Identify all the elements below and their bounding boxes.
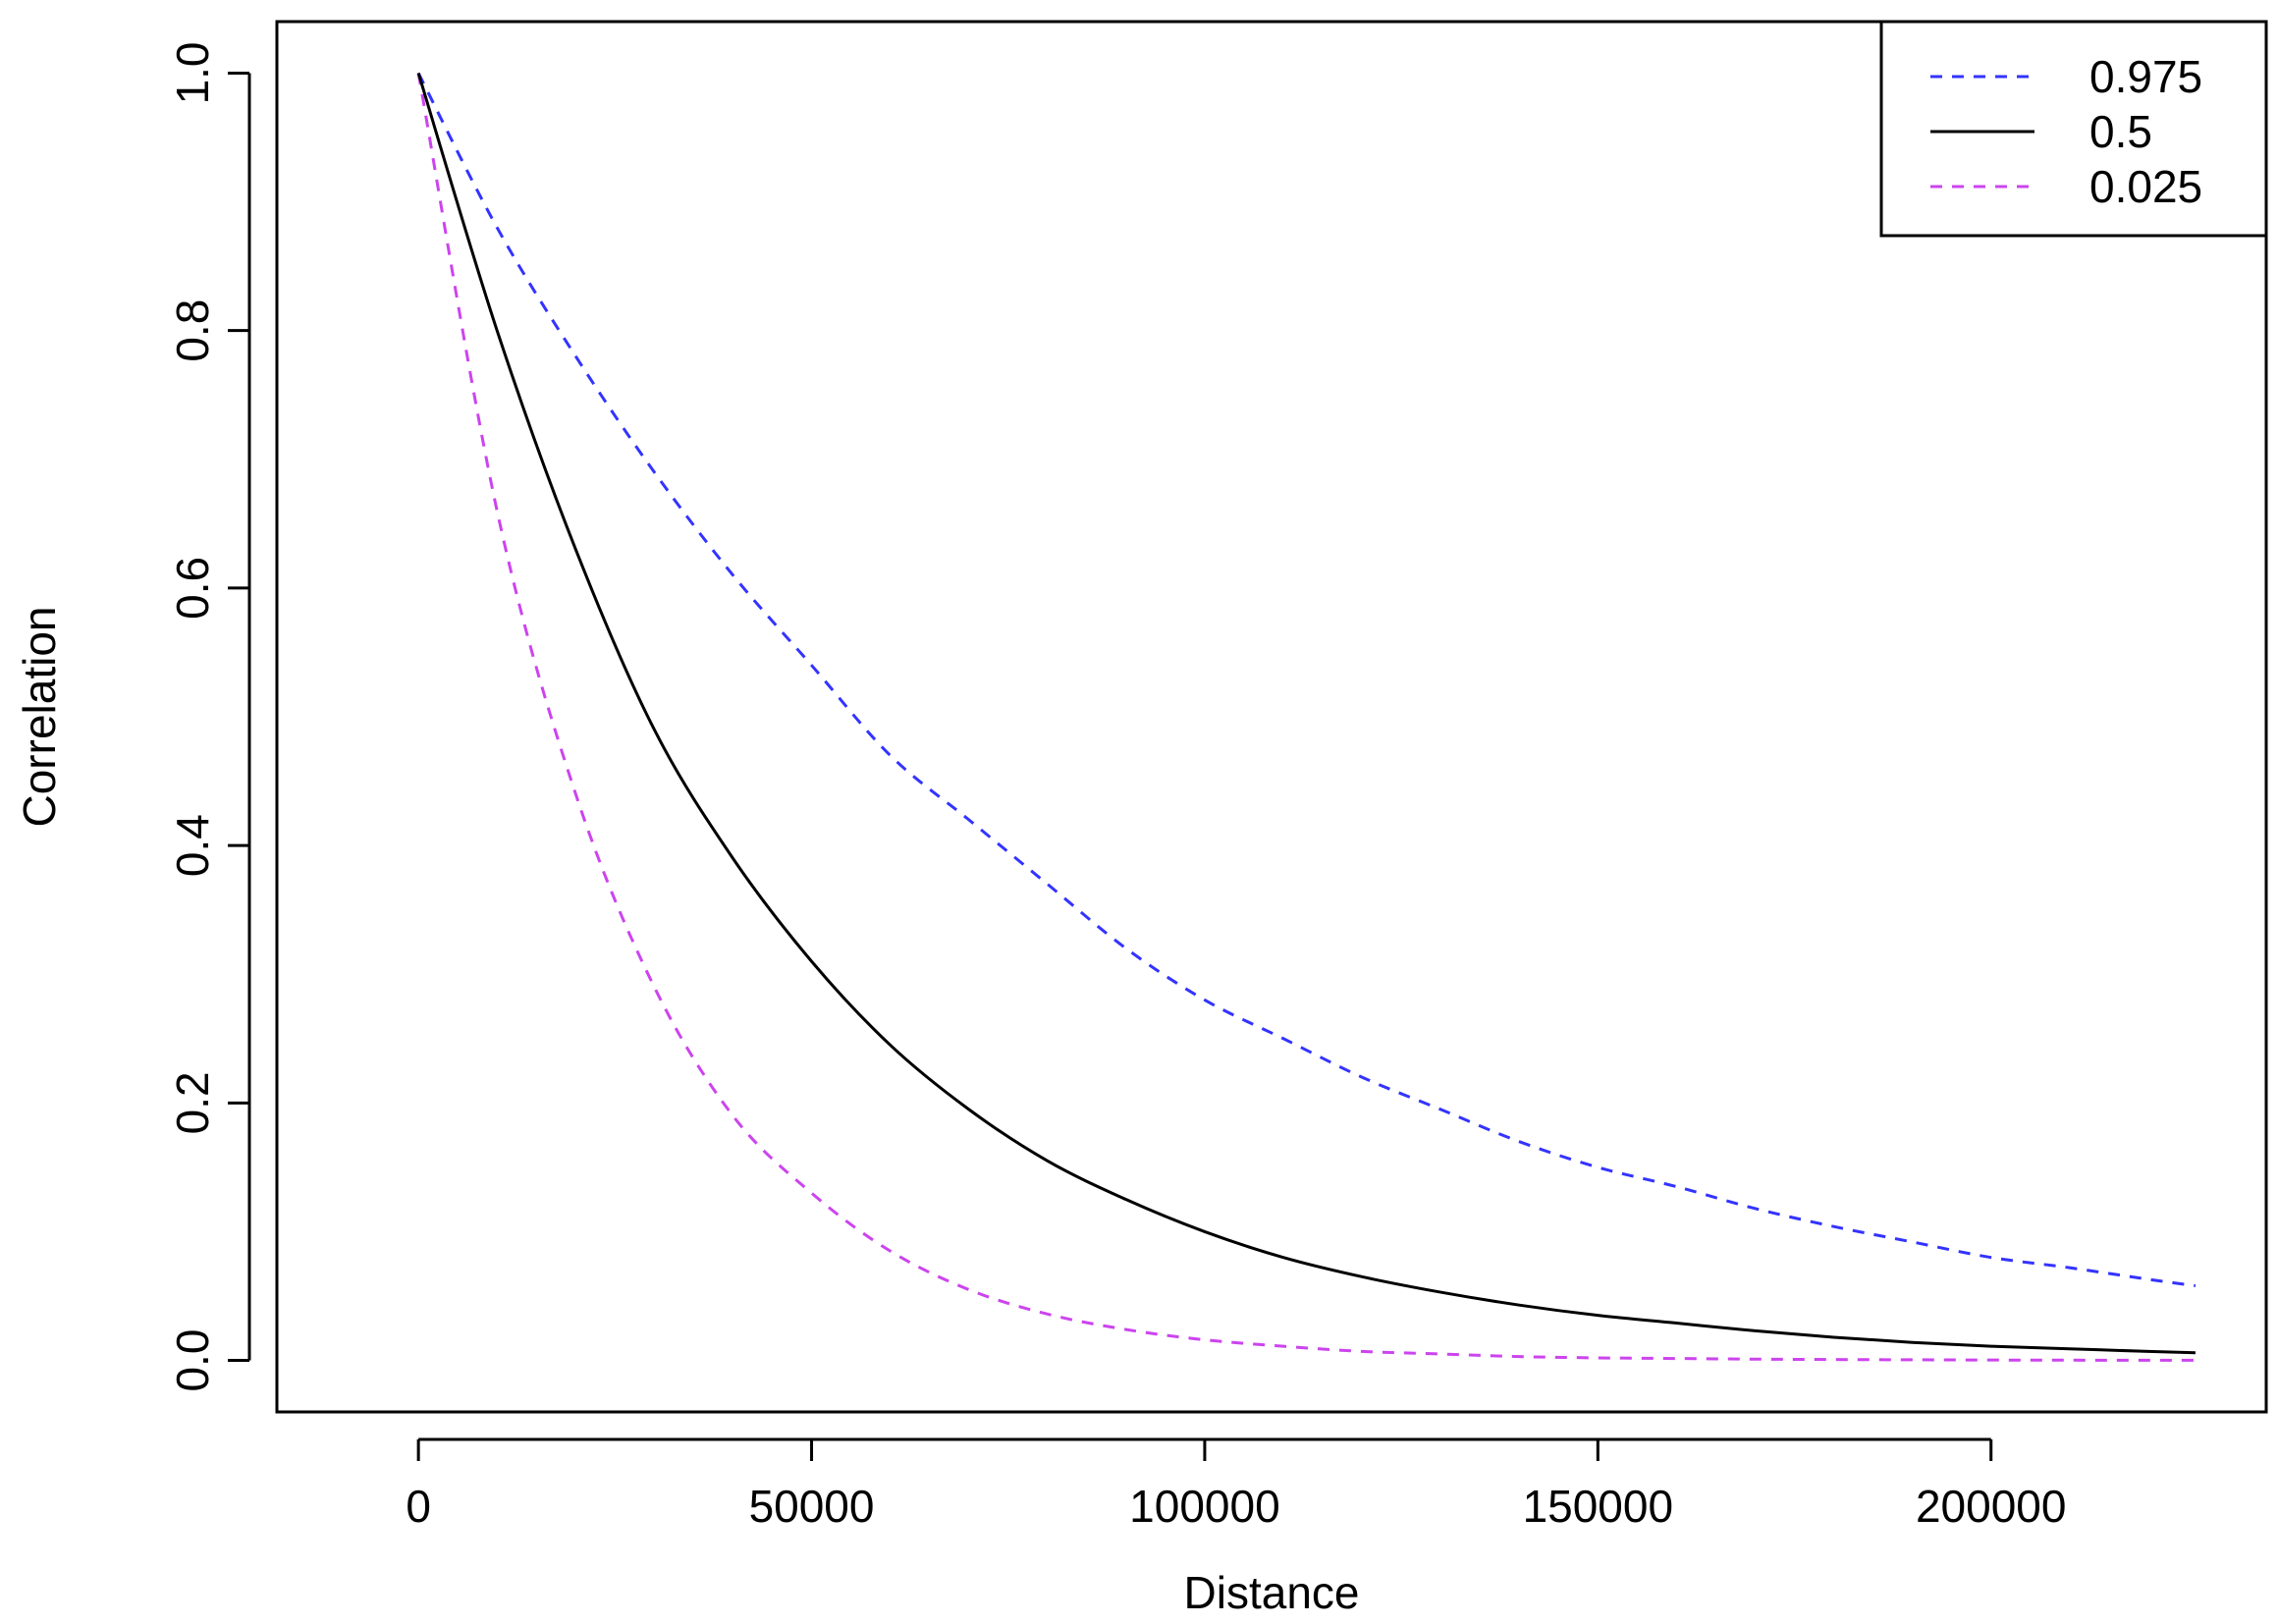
x-tick-label: 100000	[1129, 1481, 1280, 1532]
series-line-0-5	[416, 73, 2196, 1355]
legend-box	[1879, 20, 2268, 238]
legend-label: 0.025	[2089, 161, 2202, 212]
x-axis-title: Distance	[1184, 1567, 1360, 1618]
x-tick-label: 0	[406, 1481, 431, 1532]
legend-label: 0.5	[2089, 106, 2152, 157]
y-tick-label: 1.0	[167, 41, 218, 104]
axes-layer: 0 50000 100000 150000 200000 0.0 0.2 0.4 0.6 0.8 1…	[167, 20, 2268, 1532]
y-tick-label: 0.4	[167, 814, 218, 877]
y-tick-label: 0.2	[167, 1071, 218, 1134]
y-tick-label: 0.0	[167, 1329, 218, 1392]
plot-frame	[275, 20, 2268, 1414]
plot-layer	[416, 72, 2197, 1362]
x-tick-label: 150000	[1523, 1481, 1674, 1532]
series-line-0-025	[416, 73, 2196, 1362]
legend-label: 0.975	[2089, 51, 2202, 102]
series-line-0-975	[416, 72, 2197, 1287]
x-tick-label: 50000	[749, 1481, 875, 1532]
y-tick-label: 0.6	[167, 557, 218, 620]
y-tick-label: 0.8	[167, 299, 218, 362]
y-axis-title: Correlation	[14, 607, 65, 828]
x-tick-label: 200000	[1916, 1481, 2067, 1532]
